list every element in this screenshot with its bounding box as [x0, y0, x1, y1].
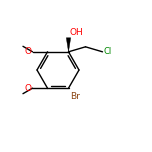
Text: OH: OH: [70, 28, 84, 37]
Text: O: O: [24, 47, 31, 56]
Text: O: O: [24, 84, 31, 93]
Polygon shape: [66, 38, 71, 52]
Text: Br: Br: [71, 92, 80, 101]
Text: Cl: Cl: [104, 47, 112, 56]
